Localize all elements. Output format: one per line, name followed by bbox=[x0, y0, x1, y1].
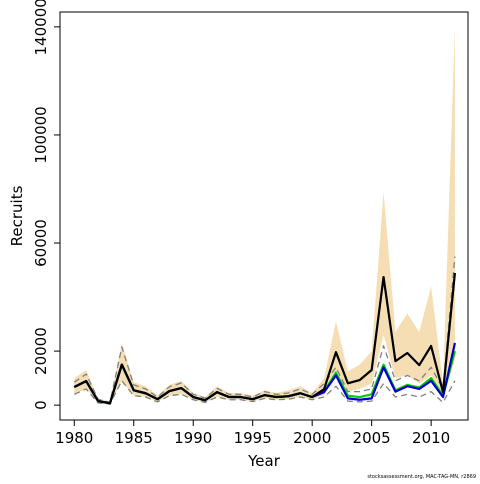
y-axis-label: Recruits bbox=[8, 185, 26, 246]
x-tick-label: 2005 bbox=[353, 429, 391, 447]
y-tick-label: 20000 bbox=[32, 327, 50, 375]
series-line bbox=[74, 380, 456, 405]
x-tick-label: 2000 bbox=[293, 429, 331, 447]
y-tick-label: 100000 bbox=[32, 106, 50, 163]
x-tick-label: 1990 bbox=[174, 429, 212, 447]
x-tick-label: 1980 bbox=[55, 429, 93, 447]
y-tick-label: 0 bbox=[32, 400, 50, 410]
confidence-band bbox=[74, 26, 455, 405]
y-tick-label: 60000 bbox=[32, 219, 50, 267]
y-tick-label: 140000 bbox=[32, 0, 50, 55]
series-line bbox=[73, 256, 456, 404]
series-line bbox=[73, 272, 457, 405]
footnote: stocksassessment.org, MAC-TAG-MN, r2869 bbox=[367, 474, 476, 480]
x-tick-label: 1985 bbox=[115, 429, 153, 447]
x-tick-label: 2010 bbox=[412, 429, 450, 447]
x-axis-label: Year bbox=[247, 452, 281, 470]
plot-frame bbox=[59, 11, 469, 421]
x-tick-label: 1995 bbox=[234, 429, 272, 447]
